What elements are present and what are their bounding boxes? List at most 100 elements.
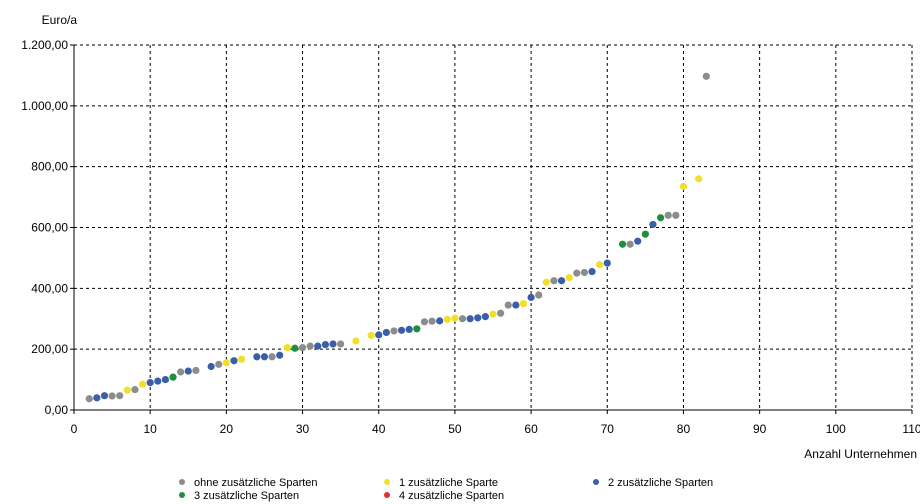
x-axis-title: Anzahl Unternehmen (804, 447, 917, 461)
data-point-series-0 (672, 211, 680, 219)
data-point-series-1 (123, 386, 131, 394)
x-tick-label: 110 (902, 422, 920, 436)
legend-item-series-4: 4 zusätzliche Sparten (384, 490, 504, 502)
chart-legend: ohne zusätzliche Sparten 1 zusätzliche S… (0, 477, 920, 504)
data-point-series-0 (116, 392, 124, 400)
legend-item-series-1: 1 zusätzliche Sparte (384, 477, 498, 489)
x-tick-label: 30 (296, 422, 310, 436)
data-point-series-1 (542, 278, 550, 286)
data-point-series-0 (458, 315, 467, 323)
data-point-series-1 (519, 299, 528, 308)
data-point-series-2 (184, 367, 192, 375)
x-tick-label: 10 (144, 422, 158, 436)
data-point-series-2 (527, 293, 535, 302)
data-point-series-1 (283, 344, 291, 352)
data-point-series-1 (565, 274, 573, 282)
scatter-chart: 0,00 200,00 400,00 600,00 800,00 1.000,00 1.20… (21, 13, 920, 461)
x-tick-label: 60 (524, 422, 538, 436)
data-point-series-0 (497, 309, 505, 317)
data-point-series-0 (626, 240, 634, 248)
legend-label: 4 zusätzliche Sparten (399, 490, 505, 502)
data-point-series-2 (382, 328, 390, 337)
y-tick-label: 800,00 (31, 160, 68, 174)
data-point-series-0 (428, 317, 436, 325)
grid-lines (74, 44, 913, 410)
data-point-series-2 (276, 351, 284, 359)
legend-label: 2 zusätzliche Sparten (608, 477, 714, 489)
data-point-series-2 (397, 326, 406, 334)
legend-marker (179, 479, 185, 485)
x-tick-label: 0 (71, 422, 78, 436)
data-point-series-1 (596, 261, 604, 269)
legend-item-series-2: 2 zusätzliche Sparten (593, 477, 713, 489)
data-point-series-1 (238, 355, 246, 363)
data-point-series-1 (695, 175, 703, 183)
data-point-series-0 (268, 353, 276, 361)
y-tick-label: 600,00 (31, 221, 68, 235)
data-point-series-3 (413, 325, 421, 333)
tick-labels: 0,00 200,00 400,00 600,00 800,00 1.000,00 1.20… (21, 38, 920, 436)
data-point-series-2 (557, 277, 566, 285)
legend-item-series-3: 3 zusätzliche Sparten (179, 490, 299, 502)
data-point-series-2 (146, 379, 154, 387)
data-point-series-0 (306, 342, 314, 350)
data-point-series-0 (85, 395, 93, 403)
x-tick-label: 90 (753, 422, 767, 436)
legend-item-series-0: ohne zusätzliche Sparten (179, 477, 318, 489)
data-point-series-0 (177, 368, 185, 376)
data-point-series-2 (512, 301, 520, 309)
data-point-series-1 (489, 310, 497, 318)
data-point-series-0 (702, 72, 710, 80)
data-point-series-0 (580, 268, 589, 277)
data-point-series-0 (550, 277, 558, 285)
data-point-series-3 (641, 230, 649, 238)
data-point-series-2 (634, 237, 642, 245)
data-point-series-1 (367, 331, 375, 340)
data-point-series-2 (207, 362, 215, 371)
data-point-series-2 (329, 340, 337, 348)
data-point-series-0 (420, 318, 429, 326)
legend-label: 1 zusätzliche Sparte (399, 477, 499, 489)
data-point-series-2 (230, 357, 238, 365)
data-point-series-0 (298, 344, 307, 352)
x-tick-label: 80 (677, 422, 691, 436)
data-point-series-1 (138, 380, 147, 388)
data-point-series-1 (443, 315, 451, 323)
data-point-series-3 (291, 344, 299, 352)
data-point-series-2 (260, 353, 269, 361)
data-point-series-0 (215, 360, 223, 368)
data-point-series-2 (405, 325, 413, 333)
legend-label: 3 zusätzliche Sparten (194, 490, 300, 502)
data-point-series-0 (504, 301, 512, 309)
data-point-series-2 (253, 353, 261, 361)
x-tick-label: 40 (372, 422, 386, 436)
data-point-series-2 (466, 315, 474, 323)
data-point-series-1 (352, 337, 360, 345)
data-point-series-2 (603, 259, 611, 267)
y-tick-label: 1.000,00 (21, 99, 68, 113)
data-point-series-2 (93, 394, 101, 402)
data-point-series-2 (161, 375, 170, 384)
data-point-series-2 (321, 341, 329, 349)
data-point-series-2 (588, 268, 596, 276)
data-point-series-0 (535, 291, 543, 299)
data-point-series-2 (100, 392, 109, 400)
data-point-series-3 (169, 373, 177, 381)
legend-marker (384, 479, 390, 485)
data-point-series-3 (618, 240, 627, 248)
y-axis-title: Euro/a (42, 13, 78, 27)
data-point-series-0 (131, 386, 139, 394)
y-tick-label: 1.200,00 (21, 38, 68, 52)
y-tick-label: 0,00 (45, 403, 69, 417)
data-point-series-2 (474, 314, 482, 322)
data-point-series-0 (664, 211, 672, 219)
data-point-series-2 (375, 331, 383, 339)
y-tick-label: 200,00 (31, 342, 68, 356)
data-point-series-0 (573, 269, 581, 277)
data-point-series-2 (436, 317, 444, 325)
data-point-series-0 (108, 392, 116, 400)
data-point-series-2 (154, 377, 162, 385)
legend-label: ohne zusätzliche Sparten (194, 477, 318, 489)
y-tick-label: 400,00 (31, 281, 68, 295)
x-tick-label: 100 (826, 422, 846, 436)
